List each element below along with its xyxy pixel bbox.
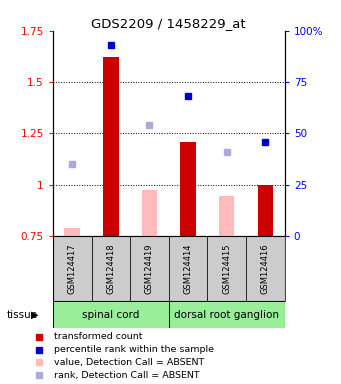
Text: dorsal root ganglion: dorsal root ganglion bbox=[174, 310, 279, 320]
Text: spinal cord: spinal cord bbox=[82, 310, 139, 320]
Bar bbox=[91, 236, 130, 301]
Text: GSM124416: GSM124416 bbox=[261, 243, 270, 294]
Bar bbox=[103, 58, 119, 236]
Bar bbox=[142, 190, 157, 236]
Bar bbox=[53, 301, 169, 328]
Bar bbox=[53, 236, 91, 301]
Text: GSM124418: GSM124418 bbox=[106, 243, 115, 294]
Text: GSM124417: GSM124417 bbox=[68, 243, 77, 294]
Text: GSM124414: GSM124414 bbox=[183, 243, 193, 294]
Bar bbox=[130, 236, 169, 301]
Text: percentile rank within the sample: percentile rank within the sample bbox=[54, 345, 213, 354]
Bar bbox=[246, 236, 285, 301]
Bar bbox=[258, 185, 273, 236]
Bar bbox=[207, 236, 246, 301]
Text: ▶: ▶ bbox=[31, 310, 38, 320]
Bar bbox=[219, 196, 235, 236]
Bar bbox=[169, 236, 207, 301]
Bar bbox=[64, 228, 80, 236]
Text: rank, Detection Call = ABSENT: rank, Detection Call = ABSENT bbox=[54, 371, 199, 380]
Text: value, Detection Call = ABSENT: value, Detection Call = ABSENT bbox=[54, 358, 204, 367]
Bar bbox=[180, 142, 196, 236]
Title: GDS2209 / 1458229_at: GDS2209 / 1458229_at bbox=[91, 17, 246, 30]
Text: transformed count: transformed count bbox=[54, 332, 142, 341]
Bar bbox=[169, 301, 285, 328]
Text: tissue: tissue bbox=[7, 310, 38, 320]
Text: GSM124419: GSM124419 bbox=[145, 243, 154, 294]
Text: GSM124415: GSM124415 bbox=[222, 243, 231, 294]
